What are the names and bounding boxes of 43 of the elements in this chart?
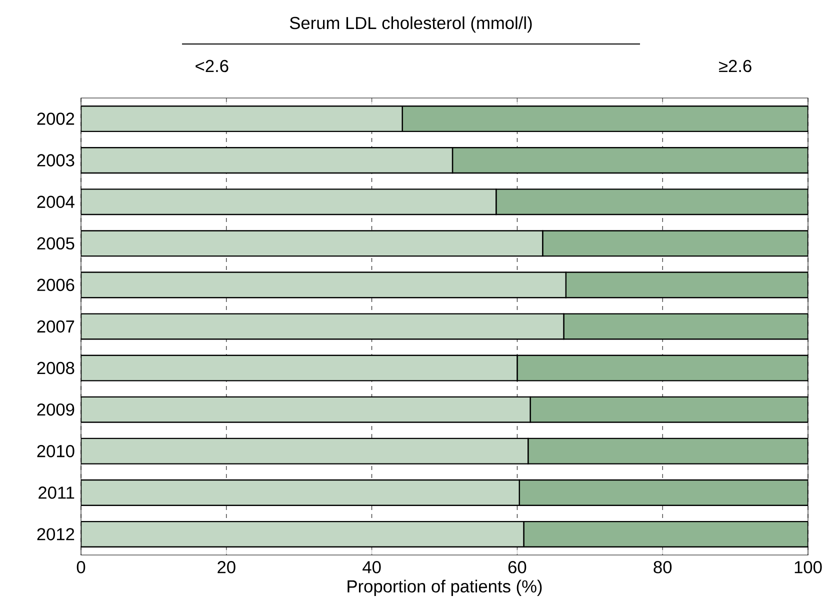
bar <box>81 438 529 464</box>
y-tick-label: 2004 <box>37 196 74 208</box>
y-tick-label: 2007 <box>37 320 74 333</box>
bar <box>542 230 808 257</box>
series-label: <2.6 <box>196 60 228 72</box>
y-tick-label: 2006 <box>37 278 74 292</box>
y-tick-label: 2009 <box>37 403 74 416</box>
bar <box>81 230 544 257</box>
y-tick-label: 2005 <box>37 237 74 250</box>
x-tick-label: 20 <box>218 561 236 574</box>
y-tick-label: 2003 <box>37 154 74 166</box>
bar <box>81 479 520 506</box>
y-tick-label: 2012 <box>37 528 74 540</box>
bar <box>81 188 497 216</box>
series-label: ≥2.6 <box>719 60 752 72</box>
bar <box>452 147 808 174</box>
bar <box>402 106 808 132</box>
bar <box>516 354 808 382</box>
bar <box>530 396 808 423</box>
bar <box>523 520 808 548</box>
bar <box>81 396 531 423</box>
y-tick-label: 2008 <box>37 362 74 374</box>
bar <box>565 272 808 298</box>
bar <box>81 106 403 132</box>
y-tick-label: 2011 <box>38 486 74 499</box>
bar <box>528 438 808 464</box>
bar <box>81 520 524 548</box>
bar <box>81 313 564 340</box>
y-tick-label: 2002 <box>37 112 74 125</box>
x-tick-label: 40 <box>362 561 381 574</box>
bar <box>81 272 567 298</box>
x-tick-label: 80 <box>654 561 672 574</box>
x-axis-title: Proportion of patients (%) <box>348 580 542 596</box>
legend-title: Serum LDL cholesterol (mmol/l) <box>290 16 532 33</box>
bar <box>81 147 454 174</box>
x-tick-label: 100 <box>794 561 822 574</box>
x-tick-label: 60 <box>508 561 526 574</box>
bar <box>518 479 808 506</box>
bar <box>81 354 518 382</box>
y-tick-label: 2010 <box>37 444 74 458</box>
bar <box>563 313 808 340</box>
bar <box>496 188 808 216</box>
x-tick-label: 0 <box>76 561 86 574</box>
